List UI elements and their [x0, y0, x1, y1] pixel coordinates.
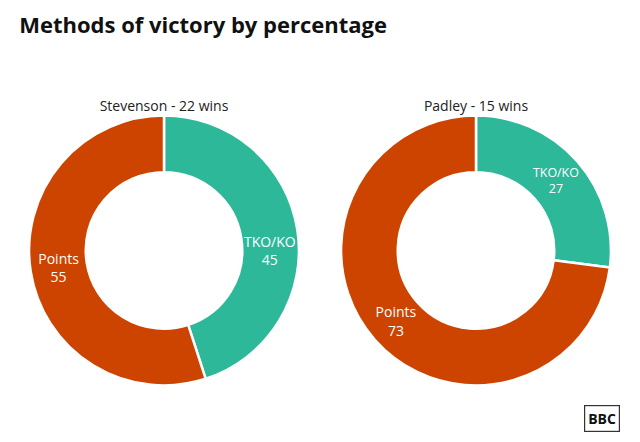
- svg-text:BBC: BBC: [588, 409, 616, 428]
- svg-text:Methods of victory by percenta: Methods of victory by percentage: [19, 9, 387, 39]
- svg-text:Stevenson - 22 wins: Stevenson - 22 wins: [100, 96, 229, 115]
- svg-text:Points73: Points73: [376, 302, 417, 339]
- svg-text:Padley - 15 wins: Padley - 15 wins: [424, 96, 529, 115]
- svg-text:Points55: Points55: [38, 249, 79, 286]
- svg-text:TKO/KO45: TKO/KO45: [244, 232, 296, 269]
- svg-text:TKO/KO27: TKO/KO27: [533, 164, 579, 197]
